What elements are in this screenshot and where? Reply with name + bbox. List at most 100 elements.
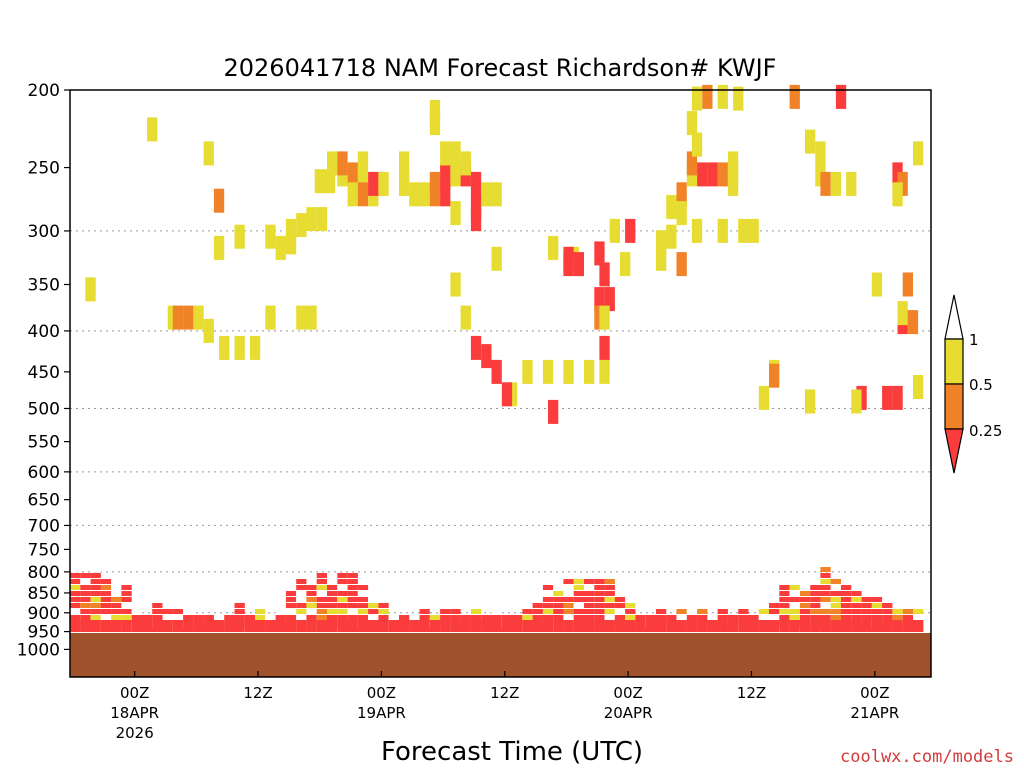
ri-surface-cell — [80, 597, 91, 602]
ri-surface-cell — [532, 620, 543, 632]
ri-cell — [399, 151, 410, 176]
ri-cell — [676, 182, 687, 207]
ri-surface-cell — [337, 591, 348, 596]
ri-cell — [748, 218, 759, 243]
ri-surface-cell — [275, 620, 286, 632]
y-tick-label: 200 — [28, 81, 60, 101]
y-tick-label: 300 — [28, 222, 60, 242]
ri-surface-cell — [830, 603, 841, 608]
ri-surface-cell — [594, 597, 605, 602]
ri-surface-cell — [152, 609, 163, 614]
y-tick-label: 850 — [28, 584, 60, 604]
ri-surface-cell — [296, 597, 307, 602]
ri-surface-cell — [70, 579, 81, 584]
ri-surface-cell — [470, 609, 482, 614]
ri-surface-cell — [470, 615, 482, 620]
ri-surface-cell — [306, 579, 317, 584]
ri-surface-cell — [553, 591, 564, 596]
ri-surface-cell — [327, 615, 338, 620]
ri-surface-cell — [368, 620, 379, 632]
ri-cell — [234, 335, 245, 360]
ri-surface-cell — [162, 609, 173, 614]
ri-surface-cell — [327, 603, 338, 608]
ri-surface-cell — [368, 603, 379, 608]
ri-surface-cell — [882, 620, 893, 632]
ri-surface-cell — [532, 603, 543, 608]
ri-surface-cell — [131, 615, 142, 620]
ri-surface-cell — [296, 603, 307, 608]
y-tick-label: 250 — [28, 159, 60, 179]
ri-cell — [491, 359, 502, 384]
ri-surface-cell — [234, 609, 245, 614]
ri-surface-cell — [542, 591, 554, 596]
ri-surface-cell — [111, 609, 122, 614]
ri-surface-cell — [717, 620, 728, 632]
ri-surface-cell — [614, 615, 626, 620]
ri-surface-cell — [357, 609, 369, 614]
ri-surface-cell — [748, 620, 759, 632]
ri-cell — [835, 84, 847, 109]
ri-cell — [733, 86, 744, 111]
ri-surface-cell — [656, 620, 667, 632]
ri-surface-cell — [779, 591, 790, 596]
ri-cell — [913, 375, 924, 399]
ri-surface-cell — [111, 597, 122, 602]
ri-surface-cell — [871, 620, 883, 632]
ri-surface-cell — [337, 603, 348, 608]
ri-surface-cell — [80, 585, 91, 590]
ri-surface-cell — [100, 620, 112, 632]
colorbar-bottom-triangle — [944, 428, 964, 474]
ri-surface-cell — [573, 597, 584, 602]
ri-surface-cell — [337, 585, 348, 590]
ri-surface-cell — [399, 620, 410, 632]
ri-surface-cell — [70, 597, 81, 602]
ri-surface-cell — [810, 609, 821, 614]
ri-surface-cell — [841, 609, 852, 614]
ri-surface-cell — [316, 573, 327, 578]
ri-surface-cell — [666, 615, 677, 620]
ri-surface-cell — [378, 609, 389, 614]
ri-surface-cell — [820, 579, 831, 584]
ri-surface-cell — [275, 609, 286, 614]
ri-surface-cell — [80, 609, 91, 614]
ri-surface-cell — [285, 597, 297, 602]
ri-cell — [584, 359, 595, 384]
ri-surface-cell — [758, 620, 770, 632]
ri-surface-cell — [769, 609, 780, 614]
ri-surface-cell — [697, 609, 708, 614]
ri-cell — [758, 385, 770, 410]
ri-cell — [314, 169, 325, 194]
ri-surface-cell — [573, 591, 584, 596]
ri-surface-cell — [717, 615, 728, 620]
ri-cell — [470, 207, 482, 232]
ri-cell — [316, 207, 327, 232]
ri-surface-cell — [799, 585, 811, 590]
ri-cell — [347, 162, 358, 187]
ri-cell — [337, 151, 348, 176]
ri-cell — [481, 344, 492, 369]
y-tick-label: 700 — [28, 516, 60, 536]
ri-surface-cell — [90, 597, 101, 602]
ri-surface-cell — [594, 615, 605, 620]
ri-surface-cell — [152, 603, 163, 608]
ri-surface-cell — [183, 615, 194, 620]
ri-surface-cell — [419, 615, 430, 620]
ri-cell — [609, 218, 620, 243]
ri-surface-cell — [789, 603, 800, 608]
ri-surface-cell — [121, 609, 132, 614]
ri-surface-cell — [327, 573, 338, 578]
ri-surface-cell — [902, 609, 913, 614]
ri-cell — [851, 389, 862, 414]
ri-cell — [399, 171, 410, 196]
ri-surface-cell — [635, 620, 646, 632]
ri-cell — [594, 241, 605, 266]
ri-cell — [604, 287, 615, 312]
ri-cell — [686, 151, 698, 176]
x-tick-date: 20APR — [604, 704, 653, 722]
ri-cell — [805, 389, 816, 414]
ri-surface-cell — [491, 609, 502, 614]
ri-surface-cell — [80, 603, 91, 608]
ri-surface-cell — [563, 597, 574, 602]
ri-cell — [676, 252, 687, 277]
